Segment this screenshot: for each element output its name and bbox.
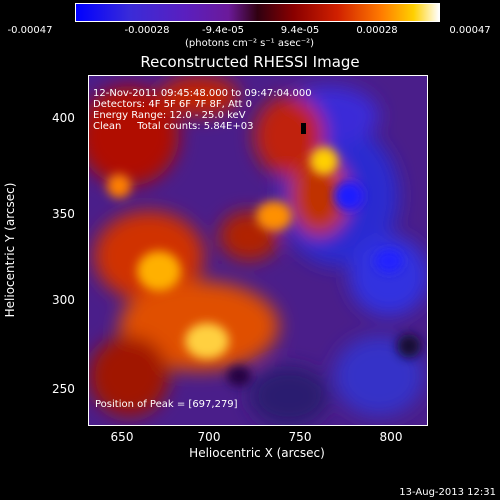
x-tick-label: 650: [110, 430, 134, 444]
colorbar-tick: -0.00028: [124, 25, 170, 36]
heatmap-svg: [89, 76, 427, 425]
annotation-clean: Clean Total counts: 5.84E+03: [93, 121, 254, 132]
annotation-detectors: Detectors: 4F 5F 6F 7F 8F, Att 0: [93, 99, 253, 110]
y-tick-label: 400: [52, 111, 75, 125]
x-axis-label: Heliocentric X (arcsec): [189, 446, 325, 460]
annotation-time: 12-Nov-2011 09:45:48.000 to 09:47:04.000: [93, 88, 312, 99]
x-tick-label: 800: [379, 430, 403, 444]
x-tick-label: 700: [197, 430, 221, 444]
x-tick-label: 750: [288, 430, 312, 444]
peak-marker: [301, 123, 306, 134]
colorbar-tick: 0.00047: [449, 25, 491, 36]
colorbar-tick: -0.00047: [7, 25, 53, 36]
colorbar-tick: 9.4e-05: [280, 25, 320, 36]
annotation-energy: Energy Range: 12.0 - 25.0 keV: [93, 110, 246, 121]
colorbar-tick: -9.4e-05: [202, 25, 244, 36]
y-tick-label: 250: [52, 382, 75, 396]
colorbar-unit: (photons cm⁻² s⁻¹ asec⁻²): [185, 38, 315, 49]
colorbar: [75, 3, 440, 22]
y-axis-label: Heliocentric Y (arcsec): [3, 182, 17, 318]
y-tick-label: 350: [52, 207, 75, 221]
image-plot: 12-Nov-2011 09:45:48.000 to 09:47:04.000…: [88, 75, 428, 426]
footer-timestamp: 13-Aug-2013 12:31: [399, 487, 496, 498]
colorbar-tick: 0.00028: [356, 25, 398, 36]
heatmap-hotspots: [107, 147, 421, 386]
y-tick-label: 300: [52, 293, 75, 307]
heatmap-blobs: [89, 76, 427, 425]
annotation-peak: Position of Peak = [697,279]: [95, 399, 238, 410]
chart-title: Reconstructed RHESSI Image: [140, 53, 360, 71]
